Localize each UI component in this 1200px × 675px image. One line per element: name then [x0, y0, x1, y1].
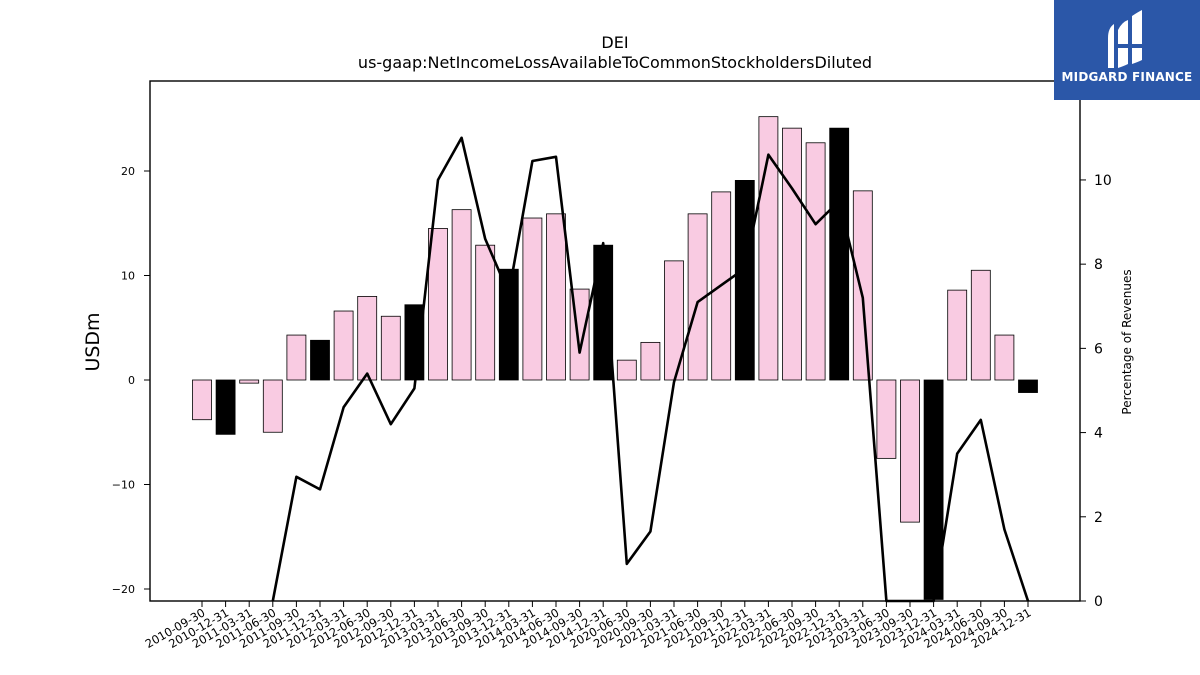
bar-2013-06-30: [451, 209, 472, 381]
bar-2013-09-30: [475, 244, 496, 381]
y-tick-label: 0: [128, 374, 135, 387]
bar-2014-12-31: [593, 244, 614, 381]
bar-2013-12-31: [498, 268, 519, 381]
y2-tick-label: 0: [1094, 594, 1103, 610]
y-tick-label: 10: [121, 270, 135, 283]
bar-2022-12-31: [829, 127, 850, 381]
y2-tick-label: 6: [1094, 341, 1103, 357]
bar-2021-12-31: [734, 180, 755, 381]
bar-2012-06-30: [357, 295, 378, 381]
y2-tick-label: 2: [1094, 510, 1103, 526]
midgard-finance-logo: MIDGARD FINANCE: [1054, 0, 1200, 100]
plot-area: −20−100102002468102010-09-302010-12-3120…: [112, 80, 1112, 651]
chart-title: DEI: [601, 33, 628, 52]
bar-2010-12-31: [215, 379, 236, 435]
y-tick-label: 20: [121, 165, 135, 178]
bar-2023-09-30: [900, 379, 920, 523]
bar-2022-06-30: [782, 127, 802, 381]
bar-2014-03-31: [522, 217, 543, 381]
bar-2023-03-31: [852, 190, 873, 381]
bar-2011-12-31: [310, 339, 330, 381]
logo-text: MIDGARD FINANCE: [1061, 70, 1193, 84]
y-tick-label: −10: [112, 479, 135, 492]
y2-axis-label: Percentage of Revenues: [1120, 269, 1134, 414]
bar-2012-12-31: [404, 304, 425, 381]
chart-subtitle: us-gaap:NetIncomeLossAvailableToCommonSt…: [358, 53, 872, 72]
bar-2013-03-31: [428, 228, 448, 381]
y2-tick-label: 10: [1094, 173, 1112, 189]
y-axis-label: USDm: [82, 312, 104, 371]
bar-2012-03-31: [333, 310, 354, 381]
bar-2011-06-30: [262, 379, 283, 433]
bar-2011-09-30: [286, 334, 307, 381]
bar-2020-09-30: [640, 341, 661, 381]
logo-mark-icon: [1108, 10, 1142, 68]
bar-2021-06-30: [687, 213, 708, 381]
plot-frame: [149, 80, 1081, 602]
bar-2010-09-30: [192, 379, 212, 421]
y2-tick-label: 4: [1094, 426, 1103, 442]
y2-tick-label: 8: [1094, 257, 1103, 273]
bar-2012-09-30: [380, 315, 401, 381]
bar-2022-09-30: [805, 142, 826, 381]
bar-2024-06-30: [970, 269, 991, 381]
bar-2014-06-30: [546, 213, 566, 381]
bar-2020-06-30: [616, 359, 637, 381]
bar-2024-09-30: [994, 334, 1015, 381]
bar-2024-12-31: [1018, 379, 1038, 393]
bar-2011-03-31: [239, 379, 260, 384]
bar-2024-03-31: [947, 289, 968, 381]
bar-2023-06-30: [876, 379, 897, 459]
y-tick-label: −20: [112, 583, 135, 596]
